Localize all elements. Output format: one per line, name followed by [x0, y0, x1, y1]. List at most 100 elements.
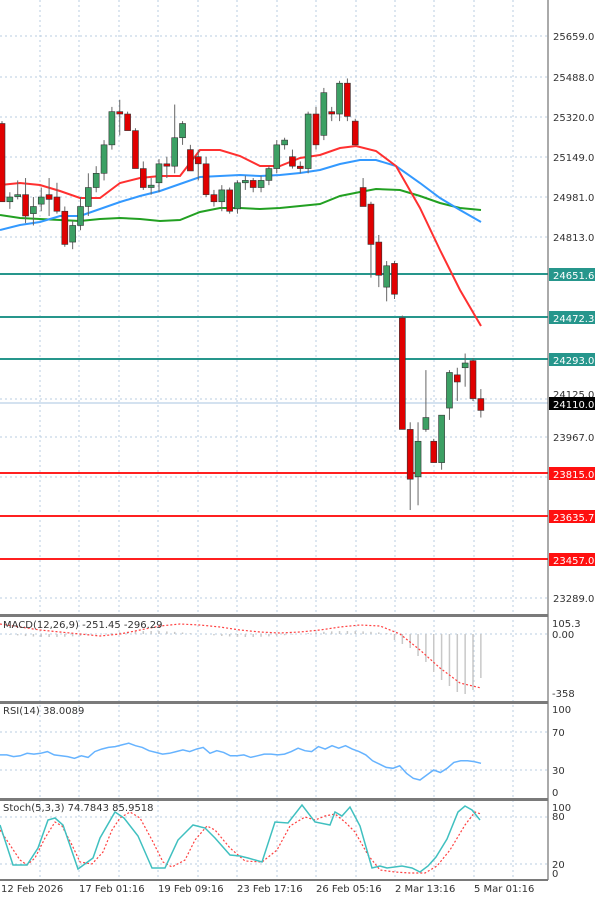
price-tick: 23967.0	[553, 433, 594, 444]
candle	[124, 113, 131, 131]
price-tick: 24813.0	[553, 233, 594, 244]
candle	[234, 182, 241, 210]
stoch-axis-0: 0	[552, 869, 558, 880]
candle	[344, 82, 351, 117]
candle	[312, 113, 320, 146]
candle	[163, 163, 171, 167]
time-tick: 5 Mar 01:16	[474, 884, 534, 895]
stoch-pane-divider[interactable]	[0, 798, 548, 801]
time-tick: 26 Feb 05:16	[316, 884, 382, 895]
candle	[100, 144, 108, 174]
current-price-tag	[549, 397, 595, 410]
candle	[289, 156, 296, 167]
macd-signal-line	[0, 623, 482, 689]
stoch-pane: Stoch(5,3,3) 74.7843 85.9518 100 80 20 0	[0, 803, 571, 880]
candle	[438, 414, 445, 463]
candle	[399, 317, 406, 430]
candle	[257, 180, 265, 188]
candle	[273, 144, 281, 169]
price-tick: 23289.0	[553, 594, 594, 605]
candle	[0, 123, 6, 203]
support-lines[interactable]	[0, 472, 548, 560]
candle	[226, 189, 233, 212]
candle	[155, 163, 163, 184]
resistance-tag-1	[549, 268, 595, 281]
candle	[249, 180, 257, 188]
candle	[194, 156, 202, 165]
rsi-pane-divider[interactable]	[0, 701, 548, 704]
current-price-value: 24110.0	[553, 400, 594, 411]
candle	[202, 163, 210, 195]
rsi-axis-70: 70	[552, 728, 565, 739]
support-tag-1	[549, 467, 595, 480]
candle	[69, 225, 76, 243]
price-tick: 24125.0	[553, 390, 594, 401]
candle	[406, 429, 414, 480]
candle	[375, 241, 383, 276]
candle	[391, 263, 398, 295]
candle	[414, 440, 422, 478]
support-value-2: 23635.7	[553, 513, 594, 524]
candle	[367, 203, 375, 245]
candle	[218, 189, 226, 203]
candle	[30, 206, 37, 214]
candle	[320, 92, 328, 136]
stoch-axis-20: 20	[552, 860, 565, 871]
support-tag-2	[549, 510, 595, 523]
price-gridlines	[0, 35, 548, 599]
candle	[116, 111, 124, 115]
time-axis-border	[0, 879, 548, 881]
candle	[61, 210, 69, 245]
stoch-label: Stoch(5,3,3) 74.7843 85.9518	[3, 803, 154, 814]
price-tick: 24981.0	[553, 193, 594, 204]
candle	[210, 194, 218, 203]
rsi-line	[0, 742, 482, 781]
time-tick: 12 Feb 2026	[1, 884, 63, 895]
price-tick: 25659.0	[553, 32, 594, 43]
candle	[453, 374, 461, 383]
stoch-axis-100: 100	[552, 803, 571, 814]
candle	[77, 206, 84, 226]
candlestick-series	[0, 78, 485, 511]
pane-separators[interactable]	[0, 614, 548, 881]
time-tick: 19 Feb 09:16	[158, 884, 224, 895]
rsi-axis-0: 0	[552, 788, 558, 799]
candle	[477, 398, 485, 411]
candle	[469, 360, 477, 399]
time-tick: 17 Feb 01:16	[79, 884, 145, 895]
resistance-lines[interactable]	[0, 273, 548, 360]
candle	[265, 168, 273, 181]
price-tick: 25320.0	[553, 113, 594, 124]
candle	[22, 194, 29, 217]
candle	[140, 168, 147, 188]
candle	[430, 440, 438, 463]
time-axis: 12 Feb 2026 17 Feb 01:16 19 Feb 09:16 23…	[1, 884, 534, 895]
rsi-pane: RSI(14) 38.0089 100 70 30 0	[0, 705, 571, 799]
candle	[45, 194, 53, 200]
candle	[187, 149, 194, 172]
price-axis: 25659.0 25488.0 25320.0 25149.0 24981.0 …	[549, 32, 595, 605]
candle	[85, 187, 92, 207]
candle	[304, 113, 312, 169]
resistance-value-3: 24293.0	[553, 356, 594, 367]
stoch-axis-80: 80	[552, 812, 565, 823]
candle	[461, 362, 469, 369]
candle	[328, 111, 336, 115]
macd-pane-divider[interactable]	[0, 614, 548, 617]
candle	[336, 82, 343, 115]
candle	[37, 196, 45, 205]
time-tick: 2 Mar 13:16	[395, 884, 455, 895]
macd-axis-zero: 0.00	[552, 630, 574, 641]
support-value-1: 23815.0	[553, 470, 594, 481]
support-tag-3	[549, 553, 595, 566]
candle	[359, 187, 367, 207]
rsi-axis-30: 30	[552, 766, 565, 777]
candle	[179, 123, 186, 139]
macd-axis-top: 105.3	[552, 619, 581, 630]
stoch-main-line	[0, 803, 481, 873]
macd-label: MACD(12,26,9) -251.45 -296.29	[3, 620, 163, 631]
time-tick: 23 Feb 17:16	[237, 884, 303, 895]
candle	[53, 196, 61, 212]
